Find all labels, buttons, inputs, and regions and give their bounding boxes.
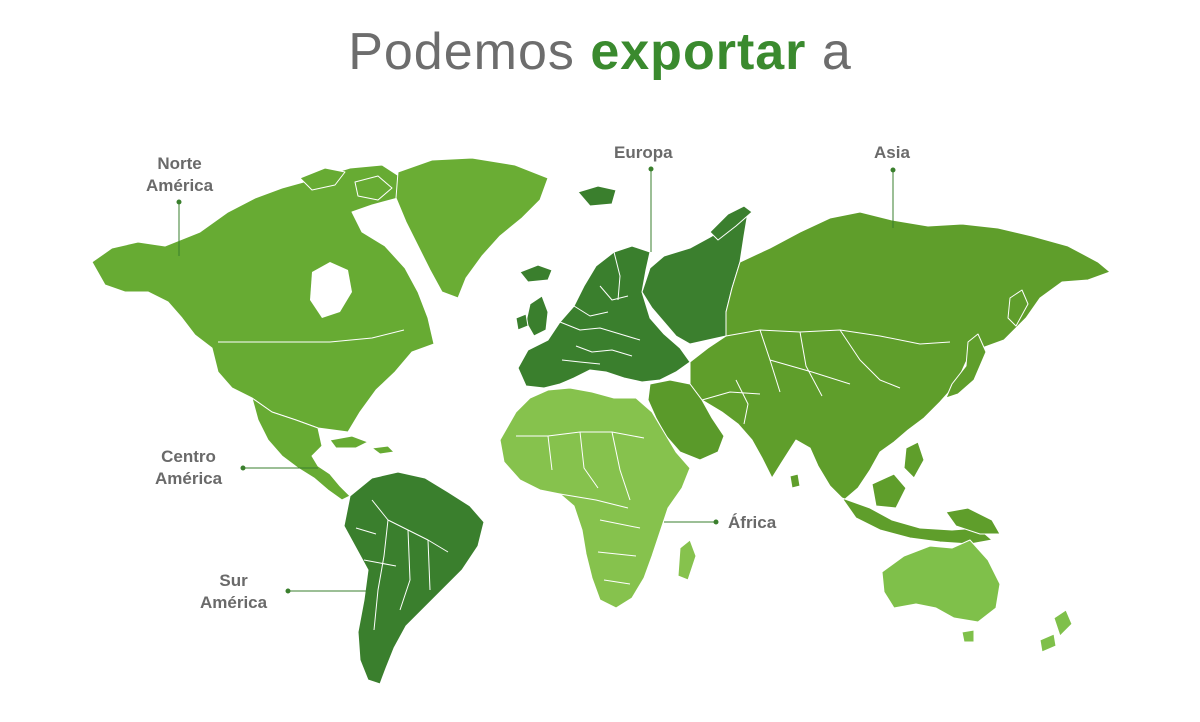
region-svalbard <box>577 185 617 207</box>
label-asia: Asia <box>874 143 910 162</box>
region-japan <box>945 333 987 399</box>
leader-dot-north-america <box>176 199 182 205</box>
region-asia[interactable] <box>689 211 1111 501</box>
region-central-america[interactable] <box>251 397 351 501</box>
leader-dot-central-america <box>240 465 246 471</box>
leader-dot-africa <box>713 519 719 525</box>
region-kamchatka <box>1007 289 1029 327</box>
region-australia[interactable] <box>881 539 1001 623</box>
eu-borders <box>559 251 641 365</box>
as-borders <box>701 329 951 425</box>
region-new-zealand <box>1053 609 1073 637</box>
region-novaya-zemlya <box>709 205 753 241</box>
region-caribbean-2 <box>371 445 395 455</box>
region-africa[interactable] <box>499 387 691 609</box>
region-north-america-arctic <box>299 167 346 191</box>
region-europe[interactable] <box>517 245 691 389</box>
title-pre: Podemos <box>348 23 575 81</box>
region-uk <box>525 295 549 337</box>
title-emphasis: exportar <box>590 23 807 81</box>
region-south-america[interactable] <box>343 471 485 685</box>
region-greenland[interactable] <box>395 157 549 299</box>
leader-dot-europe <box>648 166 654 172</box>
region-north-america[interactable] <box>91 164 435 433</box>
us-canada-border <box>218 329 405 343</box>
page-title: Podemos exportar a <box>0 22 1200 82</box>
hudson-bay <box>310 262 352 318</box>
region-caribbean <box>329 435 369 449</box>
leader-dot-south-america <box>285 588 291 594</box>
label-south-america: Sur América <box>200 571 268 612</box>
label-europe: Europa <box>614 143 673 162</box>
region-tasmania <box>961 629 975 643</box>
region-iceland <box>519 264 553 283</box>
region-madagascar <box>677 539 697 581</box>
label-africa: África <box>728 513 777 532</box>
region-philippines <box>903 441 925 479</box>
region-sri-lanka <box>789 473 801 489</box>
title-post: a <box>821 23 852 81</box>
label-north-america: Norte América <box>146 154 214 195</box>
region-borneo <box>871 473 907 509</box>
leader-dot-asia <box>890 167 896 173</box>
region-ireland <box>515 313 529 331</box>
region-indonesia <box>841 497 993 545</box>
af-borders <box>516 431 645 585</box>
sa-borders <box>355 499 449 631</box>
region-new-zealand-south <box>1039 633 1057 653</box>
region-north-america-arctic-2 <box>354 175 393 201</box>
region-new-guinea <box>945 507 1001 535</box>
label-central-america: Centro América <box>155 447 223 488</box>
